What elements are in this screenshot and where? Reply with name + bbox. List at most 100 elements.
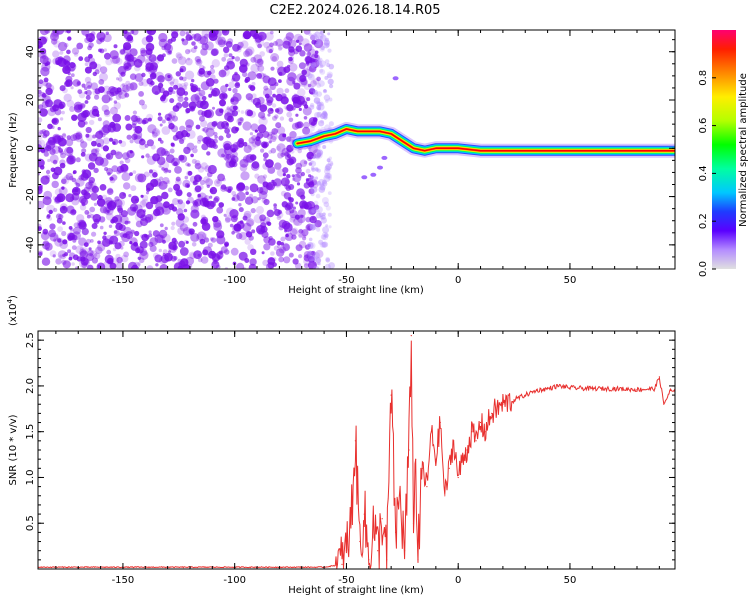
noise-dot <box>170 203 175 208</box>
noise-dot <box>60 152 66 159</box>
noise-dot <box>96 198 106 207</box>
colorbar-tick-label: 0.6 <box>698 118 709 134</box>
noise-dot <box>278 133 287 142</box>
noise-dot <box>245 46 255 56</box>
noise-dot <box>118 73 123 78</box>
noise-dot <box>270 30 274 35</box>
noise-dot <box>38 117 43 123</box>
noise-dot <box>50 167 56 173</box>
noise-dot <box>101 104 110 113</box>
noise-dot <box>303 201 312 210</box>
noise-dot <box>45 100 50 105</box>
noise-dot <box>316 111 323 118</box>
noise-dot <box>280 152 286 158</box>
noise-dot <box>146 30 152 35</box>
noise-dot <box>236 262 245 269</box>
noise-dot <box>66 155 75 165</box>
noise-dot <box>323 233 329 238</box>
noise-dot <box>167 74 171 79</box>
noise-dot <box>74 181 78 185</box>
noise-dot <box>61 178 67 185</box>
noise-dot <box>265 32 274 41</box>
noise-dot <box>319 46 326 52</box>
noise-dot <box>125 123 133 131</box>
noise-dot <box>164 167 169 173</box>
noise-dot <box>192 181 197 186</box>
snr-point <box>547 388 549 390</box>
noise-dot <box>323 201 330 208</box>
noise-dot <box>46 204 55 214</box>
noise-dot <box>234 106 239 110</box>
noise-dot <box>105 58 113 66</box>
noise-dot <box>293 216 303 226</box>
noise-dot <box>119 212 123 216</box>
snr-point <box>435 458 437 460</box>
noise-dot <box>48 137 55 144</box>
noise-dot <box>146 78 153 85</box>
noise-dot <box>141 194 149 202</box>
noise-dot <box>134 73 144 82</box>
noise-dot <box>38 226 42 231</box>
noise-dot <box>61 259 67 265</box>
noise-dot <box>102 145 109 152</box>
noise-dot <box>310 80 317 87</box>
noise-dot <box>108 199 118 209</box>
noise-dot <box>57 137 67 147</box>
noise-dot <box>238 232 248 241</box>
noise-dot <box>296 73 306 83</box>
noise-dot <box>133 135 143 144</box>
noise-dot <box>91 257 98 264</box>
noise-dot <box>277 152 284 159</box>
noise-dot <box>209 201 216 208</box>
snr-y-ticks: 0.5 1.0 1.5 2.0 2.5 <box>25 332 675 561</box>
noise-dot <box>138 81 144 87</box>
noise-dot <box>45 145 52 152</box>
noise-dot <box>186 142 195 151</box>
noise-dot <box>245 93 253 101</box>
noise-dot <box>316 91 323 97</box>
noise-dot <box>322 145 327 149</box>
noise-dot <box>63 93 72 103</box>
noise-dot <box>315 41 321 47</box>
noise-dot <box>320 183 325 187</box>
noise-dot <box>205 127 215 137</box>
noise-dot <box>257 175 266 184</box>
noise-dot <box>176 53 183 61</box>
noise-dot <box>130 115 138 122</box>
noise-dot <box>205 178 213 187</box>
noise-dot <box>71 262 75 266</box>
noise-dot <box>103 110 111 118</box>
noise-dot <box>179 76 184 81</box>
noise-dot <box>147 124 157 134</box>
noise-dot <box>149 237 158 246</box>
noise-dot <box>276 87 284 95</box>
noise-dot <box>148 82 153 87</box>
noise-dot <box>198 71 205 78</box>
noise-dot <box>261 251 265 255</box>
noise-dot <box>311 39 317 45</box>
noise-dot <box>270 66 275 71</box>
noise-dot <box>262 116 267 121</box>
noise-dot <box>168 50 172 55</box>
noise-dot <box>129 150 133 154</box>
noise-dot <box>92 105 99 112</box>
noise-dot <box>199 115 205 122</box>
noise-dot <box>229 209 239 219</box>
noise-dot <box>317 57 323 63</box>
noise-dot <box>298 228 304 234</box>
noise-dot <box>276 60 284 68</box>
noise-dot <box>270 53 280 62</box>
noise-dot <box>265 263 274 269</box>
noise-dot <box>301 68 311 78</box>
noise-dot <box>294 121 302 129</box>
noise-dot <box>307 73 315 81</box>
noise-dot <box>224 243 228 247</box>
noise-dot <box>291 174 295 178</box>
snr-point <box>453 440 455 442</box>
noise-dot <box>84 66 92 74</box>
noise-dot <box>262 174 268 179</box>
noise-dot <box>43 77 49 83</box>
noise-dot <box>316 57 321 63</box>
noise-dot <box>311 216 315 221</box>
noise-dot <box>55 57 63 65</box>
